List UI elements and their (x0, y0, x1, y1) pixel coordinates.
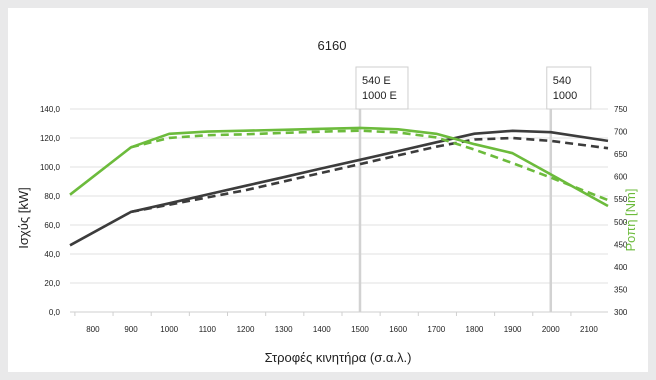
y-left-tick-label: 80,0 (44, 192, 60, 201)
x-axis-label: Στροφές κινητήρα (σ.α.λ.) (265, 350, 412, 365)
y-right-tick-label: 550 (614, 195, 628, 204)
y-left-axis-label: Ισχύς [kW] (16, 187, 31, 248)
power-solid-line (69, 129, 609, 247)
annotation-markers: 540 E 1000 E 540 1000 (355, 66, 592, 312)
annotation-label: 540 (553, 75, 571, 87)
x-tick-label: 1600 (389, 325, 407, 334)
y-left-tick-label: 100,0 (40, 163, 61, 172)
y-left-tick-label: 140,0 (40, 105, 61, 114)
x-tick-labels: 800 900 1000 1100 1200 1300 1400 1500 1600 1700 18… (86, 325, 598, 334)
x-tick-label: 1500 (351, 325, 369, 334)
power-dashed-line (130, 136, 609, 214)
x-tick-label: 1700 (427, 325, 445, 334)
y-right-tick-label: 650 (614, 150, 628, 159)
y-right-tick-label: 500 (614, 218, 628, 227)
y-right-tick-label: 750 (614, 105, 628, 114)
annotation-label: 1000 (553, 90, 577, 102)
x-tick-label: 900 (124, 325, 138, 334)
y-right-tick-label: 350 (614, 285, 628, 294)
y-left-tick-label: 20,0 (44, 279, 60, 288)
y-right-tick-label: 400 (614, 263, 628, 272)
torque-solid-line (69, 126, 609, 208)
x-tick-label: 800 (86, 325, 100, 334)
x-tick-label: 1400 (313, 325, 331, 334)
annotation-box (546, 66, 592, 110)
y-left-tick-label: 120,0 (40, 134, 61, 143)
x-tick-label: 2000 (542, 325, 560, 334)
annotation-label: 540 E (362, 75, 391, 87)
chart-title: 6160 (318, 38, 347, 53)
y-right-tick-label: 700 (614, 128, 628, 137)
y-left-tick-labels: 0,0 20,0 40,0 60,0 80,0 100,0 120,0 140,0 (40, 105, 61, 317)
torque-power-chart: 6160 540 E 1000 E 540 1000 800 900 1000 1100 12… (16, 38, 638, 365)
x-tick-label: 1900 (504, 325, 522, 334)
x-tick-label: 1000 (160, 325, 178, 334)
y-right-axis-label: Ροπή [Nm] (623, 189, 638, 252)
series-lines (69, 126, 609, 247)
x-tick-label: 1200 (237, 325, 255, 334)
annotation-box (355, 66, 409, 110)
x-tick-label: 1100 (199, 325, 217, 334)
x-tick-label: 1300 (275, 325, 293, 334)
y-right-tick-labels: 300 350 400 450 500 550 600 650 700 750 (614, 105, 628, 317)
x-tick-label: 1800 (466, 325, 484, 334)
y-left-tick-label: 40,0 (44, 250, 60, 259)
y-right-tick-label: 600 (614, 173, 628, 182)
y-left-tick-label: 60,0 (44, 221, 60, 230)
y-right-tick-label: 300 (614, 308, 628, 317)
annotation-label: 1000 E (362, 90, 397, 102)
x-tick-label: 2100 (580, 325, 598, 334)
y-left-tick-label: 0,0 (49, 308, 61, 317)
y-right-tick-label: 450 (614, 240, 628, 249)
